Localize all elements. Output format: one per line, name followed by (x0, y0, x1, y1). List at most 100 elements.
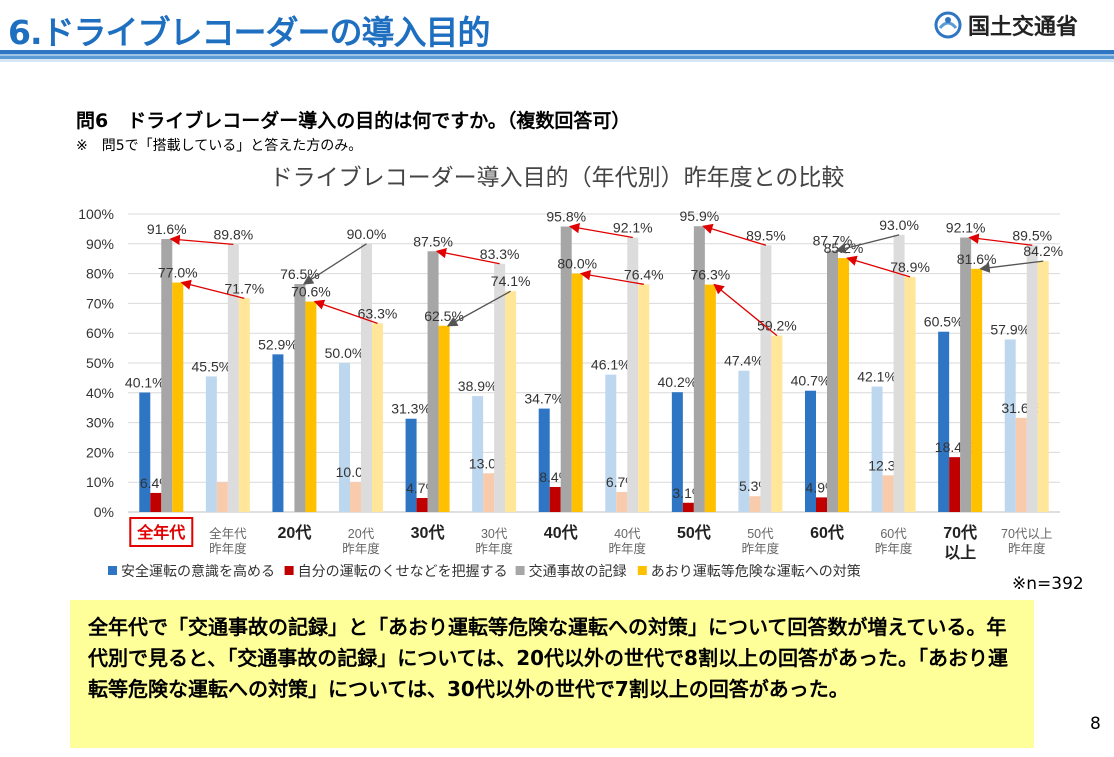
comparison-arrow (846, 255, 911, 278)
comparison-arrow (313, 299, 378, 324)
data-label: 74.1% (491, 273, 531, 289)
data-label: 84.2% (1023, 243, 1063, 259)
bar (549, 486, 561, 512)
bar (816, 497, 827, 512)
data-label: 40.2% (658, 374, 698, 390)
data-label: 89.5% (746, 227, 786, 243)
bar (882, 475, 894, 512)
category-label: 50代昨年度 (742, 527, 780, 556)
bar (438, 325, 450, 512)
bar (893, 234, 905, 513)
ministry-emblem-icon (934, 11, 962, 39)
bar (339, 363, 350, 512)
sample-size-label: ※n=392 (1012, 574, 1084, 594)
category-label: 60代昨年度 (875, 527, 913, 556)
category-label: 40代 (544, 523, 578, 542)
bar (638, 284, 650, 512)
bar (671, 392, 683, 512)
bar (838, 258, 849, 512)
category-label: 70代以上 (943, 523, 977, 562)
bar (760, 245, 772, 513)
bar (238, 298, 250, 512)
data-label: 40.1% (125, 375, 165, 391)
comparison-arrow (169, 234, 234, 246)
data-label: 76.4% (624, 266, 664, 282)
y-tick-label: 20% (86, 444, 114, 460)
data-label: 46.1% (591, 357, 631, 373)
y-tick-label: 30% (86, 415, 114, 431)
data-label: 93.0% (879, 217, 919, 233)
bar (272, 354, 284, 512)
legend-label: 安全運転の意識を高める (121, 563, 275, 579)
data-label: 90.0% (347, 226, 387, 242)
bar (938, 331, 950, 512)
bar (505, 291, 517, 512)
comparison-arrow (579, 270, 644, 285)
bar (483, 473, 495, 512)
bar (1004, 339, 1016, 512)
bar (494, 263, 506, 512)
question-text: 問6 ドライブレコーダー導入の目的は何ですか。（複数回答可） (76, 110, 631, 132)
data-label: 78.9% (890, 259, 930, 275)
bar (949, 457, 961, 512)
legend-label: あおり運転等危険な運転への対策 (651, 563, 861, 579)
comparison-arrow (979, 260, 1044, 273)
bar (904, 276, 916, 512)
data-label: 70.6% (291, 284, 331, 300)
comparison-arrow (568, 222, 633, 239)
bar (960, 237, 972, 513)
comparison-arrow (302, 243, 367, 285)
comparison-arrow (713, 283, 778, 337)
data-label: 76.5% (280, 266, 320, 282)
data-label: 71.7% (225, 280, 265, 296)
category-label: 20代 (278, 523, 312, 542)
y-tick-label: 0% (94, 504, 114, 520)
category-label: 全年代昨年度 (209, 526, 247, 556)
data-label: 92.1% (613, 220, 653, 236)
y-tick-label: 10% (86, 474, 114, 490)
page-number: 8 (1090, 714, 1101, 734)
data-label: 95.9% (680, 208, 720, 224)
bar (605, 374, 617, 512)
legend-swatch (637, 566, 647, 575)
category-label: 60代 (810, 523, 844, 542)
data-label: 31.3% (391, 401, 431, 417)
data-label: 45.5% (192, 358, 232, 374)
comparison-arrow (446, 290, 511, 327)
ministry-logo: 国土交通省 (934, 9, 1078, 41)
comparison-arrow (702, 223, 767, 246)
bar (871, 386, 883, 512)
bar (805, 390, 816, 512)
page-title: 6.ドライブレコーダーの導入目的 (8, 13, 490, 52)
bar (350, 482, 361, 512)
legend-swatch (108, 566, 117, 575)
comparison-arrow (835, 234, 900, 254)
bar (1037, 261, 1049, 512)
data-label: 47.4% (724, 353, 764, 369)
data-label: 77.0% (158, 265, 198, 281)
bar (1026, 245, 1038, 513)
bar (361, 243, 372, 513)
data-label: 89.5% (1012, 227, 1052, 243)
bar (616, 492, 628, 512)
bar (161, 239, 173, 513)
bar (305, 301, 317, 512)
bar (227, 244, 239, 512)
bar (827, 250, 838, 513)
bar (472, 396, 484, 512)
bar (405, 418, 417, 512)
legend-swatch (515, 566, 525, 575)
data-label: 40.7% (791, 373, 831, 389)
bar (538, 408, 550, 512)
data-label: 42.1% (857, 369, 897, 385)
bar (139, 392, 151, 512)
data-label: 52.9% (258, 336, 298, 352)
data-label: 34.7% (524, 391, 564, 407)
data-label: 92.1% (946, 220, 986, 236)
y-tick-label: 80% (86, 266, 114, 282)
category-label: 70代以上昨年度 (1001, 527, 1052, 556)
header-stripe (0, 50, 1114, 62)
y-tick-label: 70% (86, 295, 114, 311)
data-label: 59.2% (757, 318, 797, 334)
bar (172, 282, 184, 512)
